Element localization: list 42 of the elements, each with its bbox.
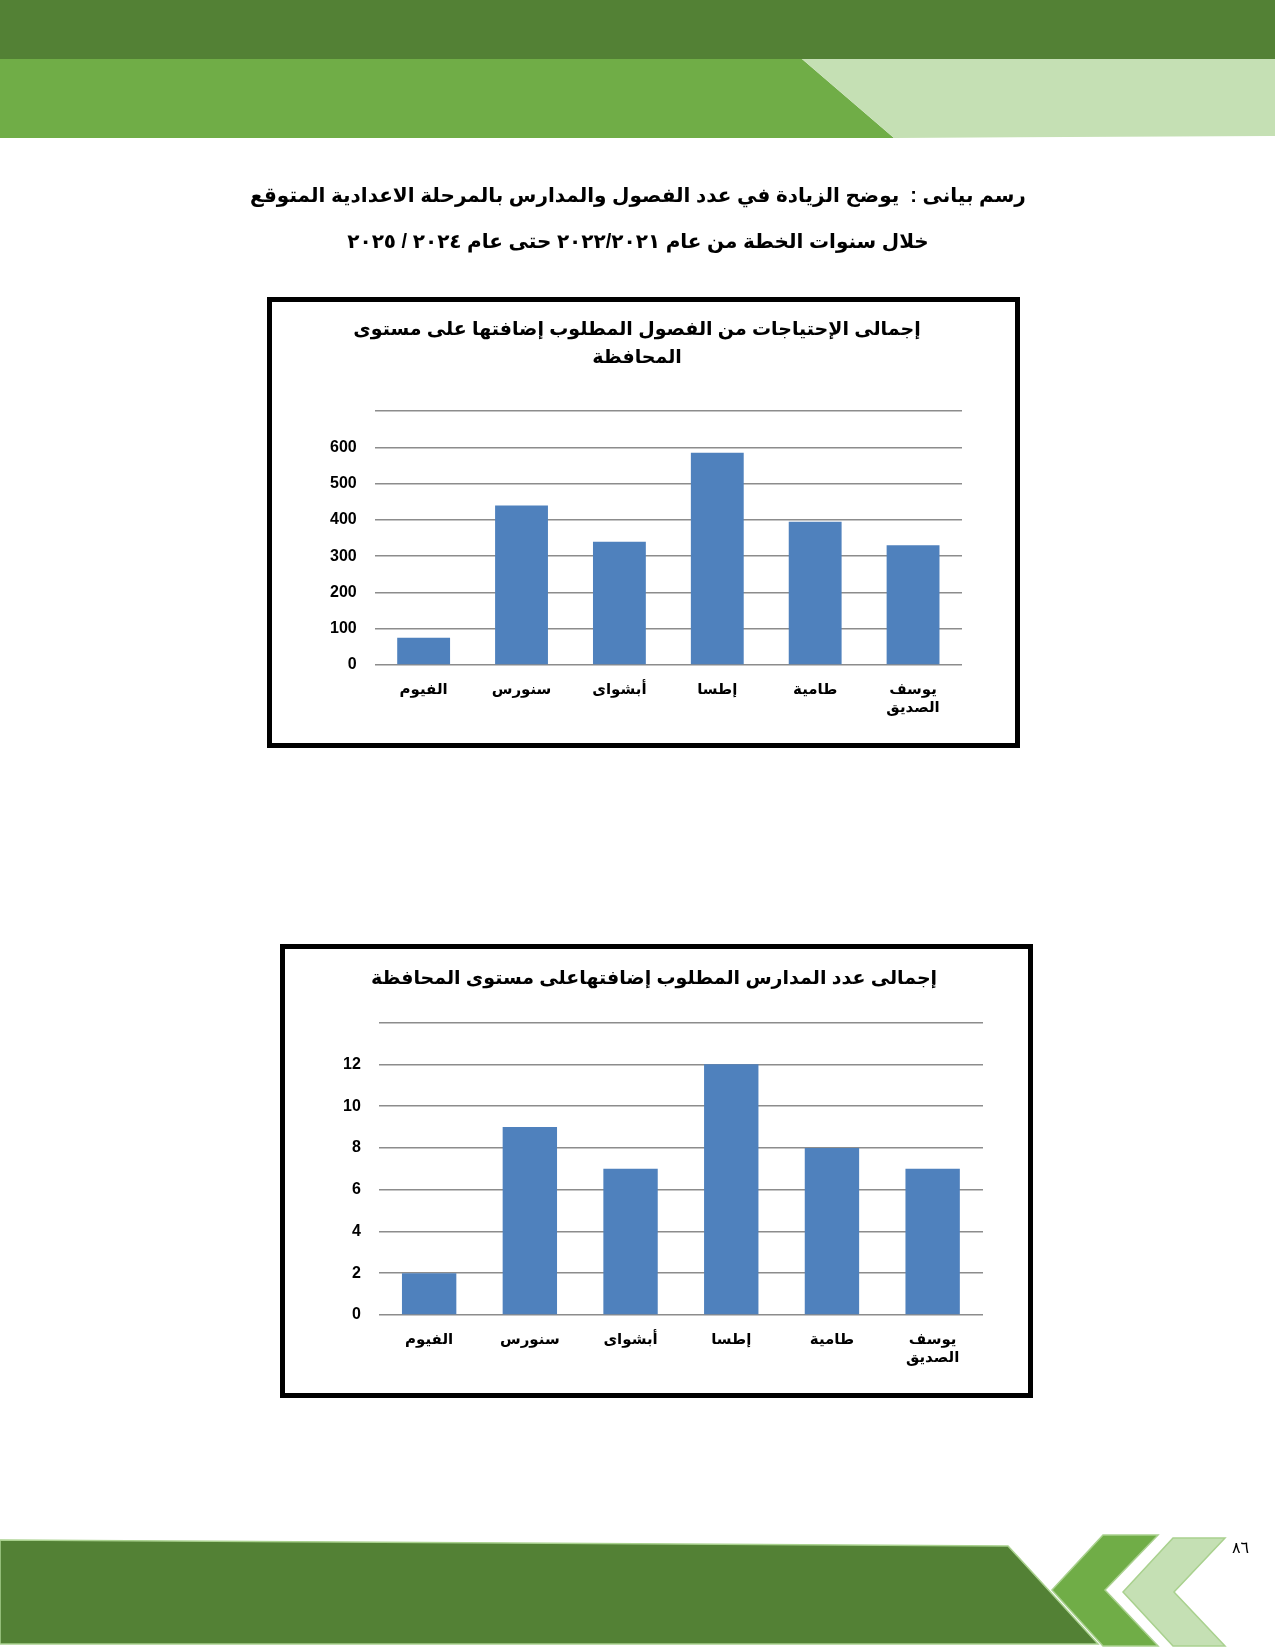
y-tick-label: 6 bbox=[351, 1180, 361, 1198]
bar bbox=[495, 505, 548, 665]
text: رسم بيانى : يوضح الزيادة في عدد الفصول والمدارس بالمرحلة الاعدادية المتوقع خلال سنوات الخطة من عام ٢٠٢٢/٢٠٢١ حتى عام ٢٠٢٤ / ٢٠٢٥ bbox=[250, 184, 1026, 252]
x-tick-label: سنورس bbox=[500, 1330, 560, 1349]
bar bbox=[804, 1147, 860, 1315]
bar bbox=[592, 541, 646, 665]
y-tick-label: 10 bbox=[343, 1096, 361, 1114]
x-tick-label: يوسف الصديق bbox=[905, 1330, 960, 1367]
x-tick-label: سنورس bbox=[491, 680, 552, 699]
x-tick-label: طامية bbox=[793, 680, 838, 698]
y-tick-label: 12 bbox=[343, 1054, 361, 1072]
x-tick-label: الفيوم bbox=[405, 1330, 454, 1349]
y-tick-label: 100 bbox=[329, 619, 357, 637]
y-tick-label: 0 bbox=[351, 1305, 361, 1323]
y-tick-label: 600 bbox=[329, 437, 357, 455]
y-tick-label: 200 bbox=[329, 582, 357, 600]
text: ٨٦ bbox=[1232, 1538, 1250, 1557]
x-tick-label: الفيوم bbox=[399, 680, 448, 699]
chart-title: إجمالى الإحتياجات من الفصول المطلوب إضافتها على مستوى المحافظة bbox=[353, 318, 921, 367]
x-tick-label: يوسف الصديق bbox=[886, 680, 940, 717]
bar bbox=[502, 1127, 558, 1315]
y-tick-label: 400 bbox=[329, 510, 357, 528]
y-tick-label: 8 bbox=[351, 1138, 361, 1156]
bar bbox=[886, 545, 940, 665]
y-tick-label: 0 bbox=[347, 655, 357, 673]
x-tick-label: إطسا bbox=[697, 680, 738, 699]
bar bbox=[788, 521, 842, 665]
bar bbox=[401, 1273, 457, 1315]
bar bbox=[704, 1064, 759, 1315]
y-tick-label: 2 bbox=[351, 1263, 361, 1281]
bar bbox=[690, 452, 744, 665]
y-tick-label: 500 bbox=[329, 474, 357, 492]
x-tick-label: إطسا bbox=[711, 1330, 752, 1349]
bar bbox=[603, 1168, 658, 1315]
y-tick-label: 4 bbox=[351, 1221, 361, 1239]
y-tick-label: 300 bbox=[329, 546, 357, 564]
chart-title: إجمالى عدد المدارس المطلوب إضافتهاعلى مستوى المحافظة bbox=[370, 967, 938, 990]
x-tick-label: طامية bbox=[809, 1330, 855, 1348]
bar bbox=[905, 1168, 960, 1315]
x-tick-label: أبشواى bbox=[603, 1329, 658, 1349]
bar bbox=[397, 637, 451, 665]
x-tick-label: أبشواى bbox=[592, 679, 647, 699]
